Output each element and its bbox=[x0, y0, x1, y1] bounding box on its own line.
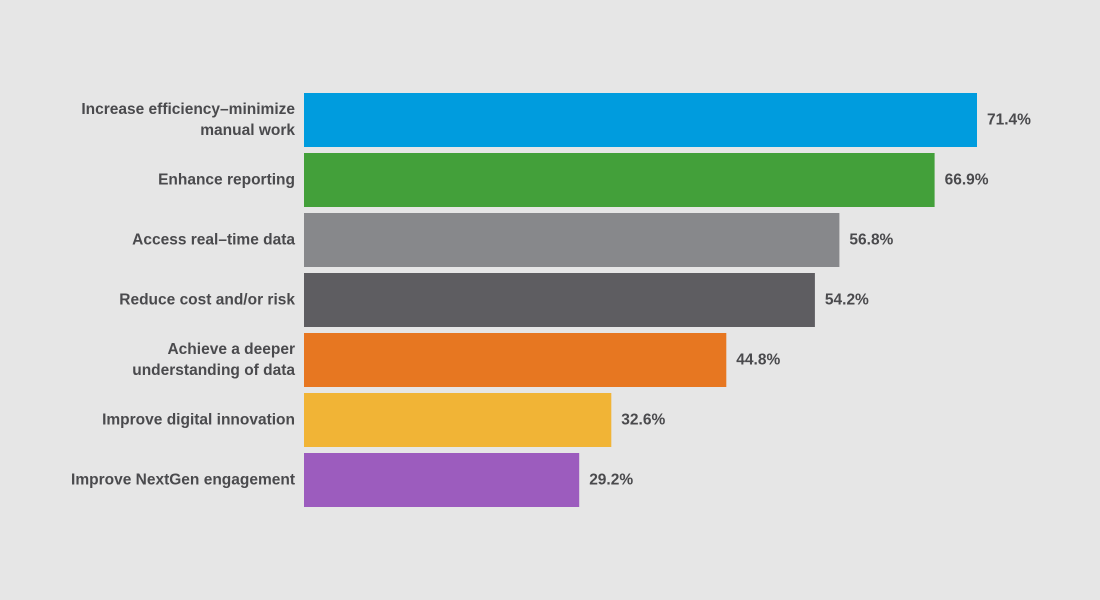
value-label-5: 44.8% bbox=[736, 352, 780, 369]
category-label-4: Reduce cost and/or risk bbox=[119, 292, 295, 309]
category-label-line: Increase efficiency–minimize bbox=[81, 101, 295, 118]
bars-layer bbox=[304, 93, 977, 507]
category-label-line: Access real–time data bbox=[132, 232, 295, 249]
category-label-7: Improve NextGen engagement bbox=[71, 472, 295, 489]
category-label-1: Increase efficiency–minimize manual work bbox=[81, 101, 295, 139]
category-label-6: Improve digital innovation bbox=[102, 412, 295, 429]
category-label-line: Reduce cost and/or risk bbox=[119, 292, 295, 309]
value-labels: 71.4% 66.9% 56.8% 54.2% 44.8% 32.6% 29.2% bbox=[589, 112, 1031, 489]
value-label-6: 32.6% bbox=[621, 412, 665, 429]
bar-1 bbox=[304, 93, 977, 147]
category-label-line: Improve NextGen engagement bbox=[71, 472, 295, 489]
bar-4 bbox=[304, 273, 815, 327]
value-label-7: 29.2% bbox=[589, 472, 633, 489]
category-label-5: Achieve a deeper understanding of data bbox=[132, 341, 295, 379]
category-label-line: understanding of data bbox=[132, 362, 295, 379]
category-label-line: Improve digital innovation bbox=[102, 412, 295, 429]
category-label-3: Access real–time data bbox=[132, 232, 295, 249]
value-label-3: 56.8% bbox=[849, 232, 893, 249]
category-label-line: manual work bbox=[200, 122, 295, 139]
bar-2 bbox=[304, 153, 935, 207]
category-label-line: Achieve a deeper bbox=[167, 341, 295, 358]
value-label-4: 54.2% bbox=[825, 292, 869, 309]
bar-7 bbox=[304, 453, 580, 507]
value-label-1: 71.4% bbox=[987, 112, 1031, 129]
bar-6 bbox=[304, 393, 612, 447]
category-label-line: Enhance reporting bbox=[158, 172, 295, 189]
value-label-2: 66.9% bbox=[945, 172, 989, 189]
bar-5 bbox=[304, 333, 727, 387]
category-label-2: Enhance reporting bbox=[158, 172, 295, 189]
bar-3 bbox=[304, 213, 840, 267]
category-labels: Increase efficiency–minimize manual work E… bbox=[71, 101, 295, 489]
